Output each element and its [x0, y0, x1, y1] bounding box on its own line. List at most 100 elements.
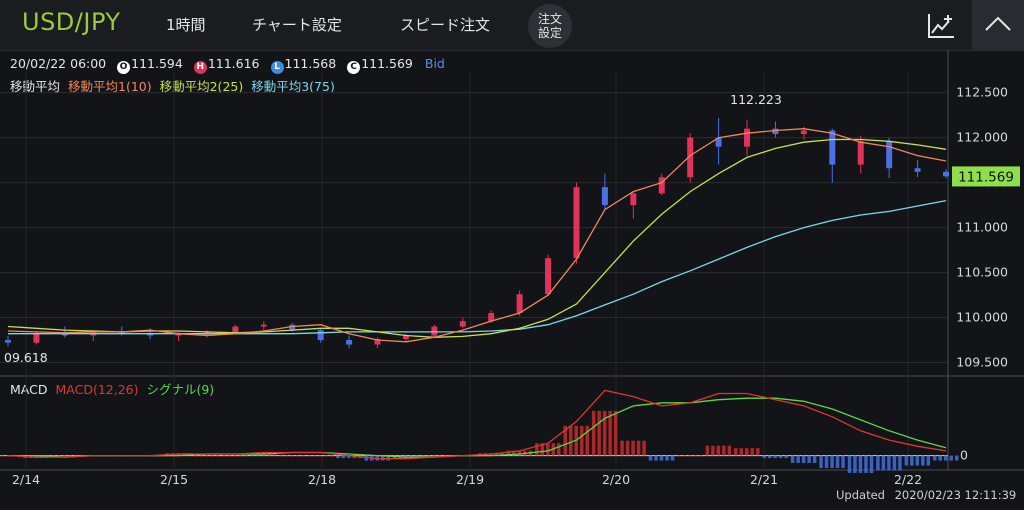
- macd-histogram-bar: [887, 455, 891, 471]
- macd-histogram-bar: [295, 455, 300, 457]
- macd-histogram-bar: [597, 410, 601, 456]
- current-price-tag: [952, 166, 1020, 187]
- candle-body: [203, 331, 210, 334]
- speed-order-button[interactable]: スピード注文: [400, 16, 491, 34]
- macd-histogram-bar: [517, 450, 522, 456]
- macd-histogram-bar: [494, 453, 499, 456]
- macd-histogram-bar: [784, 455, 788, 459]
- macd-histogram-bar: [347, 455, 351, 459]
- macd-histogram-bar: [693, 455, 698, 457]
- currency-pair-selector[interactable]: USD/JPY: [22, 8, 121, 36]
- macd-histogram-bar: [568, 425, 573, 456]
- macd-histogram-bar: [835, 455, 840, 468]
- macd-histogram-bar: [204, 455, 209, 457]
- macd-histogram-bar: [790, 455, 795, 464]
- macd-histogram-bar: [301, 455, 305, 457]
- price-type: Bid: [424, 56, 445, 71]
- macd-histogram-bar: [699, 455, 703, 457]
- ma2-line: [7, 138, 947, 338]
- candle-body: [744, 128, 751, 147]
- macd-histogram-bar: [739, 448, 744, 456]
- macd-histogram-bar: [62, 455, 67, 457]
- macd-legend: MACD MACD(12,26) シグナル(9): [10, 379, 214, 398]
- time-tick-label: 2/15: [160, 472, 188, 487]
- macd-histogram-bar: [847, 455, 852, 473]
- macd-histogram-bar: [512, 450, 516, 456]
- macd-histogram-bar: [773, 455, 777, 459]
- macd-histogram-bar: [313, 455, 317, 457]
- candle-body: [658, 177, 665, 194]
- macd-histogram-bar: [926, 455, 931, 466]
- macd-histogram-bar: [648, 455, 653, 461]
- candle-body: [317, 330, 324, 341]
- candle-body: [829, 130, 836, 165]
- time-tick-label: 2/22: [894, 472, 922, 487]
- open-value: 111.594: [131, 56, 183, 71]
- macd-histogram-bar: [620, 440, 624, 456]
- order-settings-button[interactable]: 注文 設定: [528, 4, 572, 48]
- macd-histogram-bar: [613, 410, 618, 456]
- macd-histogram-bar: [722, 445, 726, 456]
- macd-histogram-bar: [432, 455, 436, 457]
- timeframe-button[interactable]: 1時間: [166, 16, 206, 34]
- candle-body: [147, 333, 154, 336]
- macd-histogram-bar: [796, 455, 800, 464]
- macd-histogram-bar: [352, 455, 357, 459]
- macd-histogram-bar: [0, 455, 4, 457]
- macd-histogram-bar: [819, 455, 823, 468]
- max-price-label: 112.223: [730, 92, 782, 107]
- macd-histogram-bar: [812, 455, 817, 464]
- candle-body: [459, 321, 466, 327]
- macd-histogram-bar: [892, 455, 897, 471]
- candle-body: [516, 294, 523, 314]
- macd-histogram-bar: [557, 443, 561, 456]
- add-indicator-icon[interactable]: [926, 12, 956, 40]
- price-tick-label: 112.000: [956, 130, 1008, 145]
- macd-histogram-bar: [767, 455, 772, 459]
- ma-title: 移動平均: [10, 79, 61, 94]
- ma-legend: 移動平均 移動平均1(10) 移動平均2(25) 移動平均3(75): [10, 76, 335, 95]
- macd-histogram-bar: [210, 455, 214, 457]
- macd-histogram-bar: [830, 455, 834, 468]
- min-price-label: 09.618: [4, 350, 48, 365]
- low-marker: L: [270, 61, 284, 74]
- macd-histogram-bar: [535, 443, 539, 456]
- updated-time: 2020/02/23 12:11:39: [894, 488, 1017, 502]
- time-tick-label: 2/21: [750, 472, 778, 487]
- candle-body: [687, 137, 694, 178]
- macd-histogram-bar: [762, 455, 766, 459]
- macd-histogram-bar: [778, 455, 783, 459]
- candle-body: [175, 333, 182, 336]
- price-tick-label: 111.000: [956, 220, 1008, 235]
- macd-histogram-bar: [585, 425, 589, 456]
- macd-histogram-bar: [233, 455, 237, 457]
- macd-histogram-bar: [881, 455, 886, 471]
- collapse-button[interactable]: [972, 0, 1024, 50]
- order-settings-line1: 注文: [537, 12, 562, 26]
- macd-histogram-bar: [864, 455, 868, 473]
- macd-histogram-bar: [222, 455, 226, 457]
- macd-histogram-bar: [745, 448, 749, 456]
- macd-histogram-bar: [546, 443, 550, 456]
- macd-histogram-bar: [944, 455, 948, 461]
- candle-body: [289, 324, 296, 331]
- ma2-legend: 移動平均2(25): [159, 79, 244, 94]
- macd-histogram-bar: [682, 455, 687, 457]
- updated-timestamp: Updated 2020/02/23 12:11:39: [836, 488, 1016, 502]
- candle-body: [914, 168, 921, 172]
- candle-body: [374, 339, 381, 345]
- macd-histogram-bar: [670, 455, 675, 461]
- candle-body: [772, 128, 779, 135]
- ma3-line: [8, 199, 947, 335]
- candle-body: [886, 141, 893, 169]
- macd-histogram-bar: [238, 455, 243, 457]
- candle-datetime: 20/02/22 06:00: [10, 56, 107, 71]
- macd-histogram-bar: [915, 455, 920, 466]
- macd-histogram-bar: [636, 440, 641, 456]
- signal-line-legend: シグナル(9): [146, 382, 215, 397]
- updated-label: Updated: [836, 488, 885, 502]
- price-tick-label: 112.500: [956, 85, 1008, 100]
- chart-settings-button[interactable]: チャート設定: [252, 16, 342, 34]
- price-tick-label: 110.000: [956, 310, 1008, 325]
